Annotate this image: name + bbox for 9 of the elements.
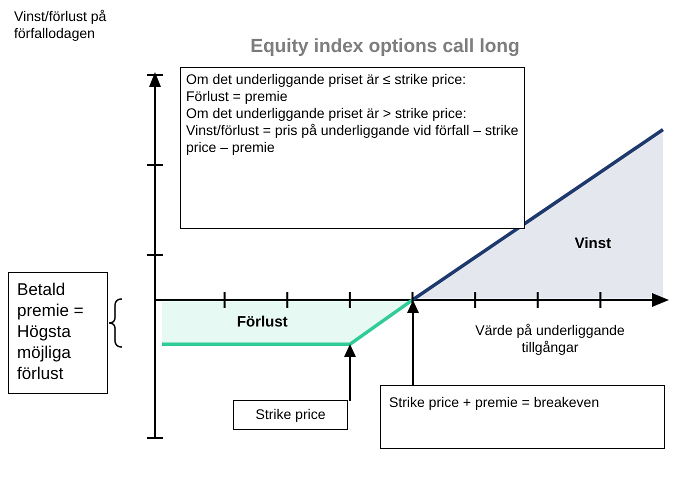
text: Betald premie = Högsta möjliga förlust xyxy=(8,272,108,394)
series-label: Vinst xyxy=(574,234,612,252)
series-label: Förlust xyxy=(236,313,288,330)
text: Strike price + premie = breakeven xyxy=(380,385,665,449)
chart-title: Equity index options call long xyxy=(249,36,521,58)
annotation: Om det underliggande priset är ≤ strike price: Förlust = premie Om det underliggande priset är > strike price: Vinst/förlust = pris på underliggande vid förfall – strike price – premie xyxy=(180,67,525,229)
text: Strike price xyxy=(233,400,348,430)
x-axis-title: Värde på underliggande tillgångar xyxy=(474,322,626,356)
text: Vinst/förlust på förfallodagen xyxy=(14,8,108,42)
